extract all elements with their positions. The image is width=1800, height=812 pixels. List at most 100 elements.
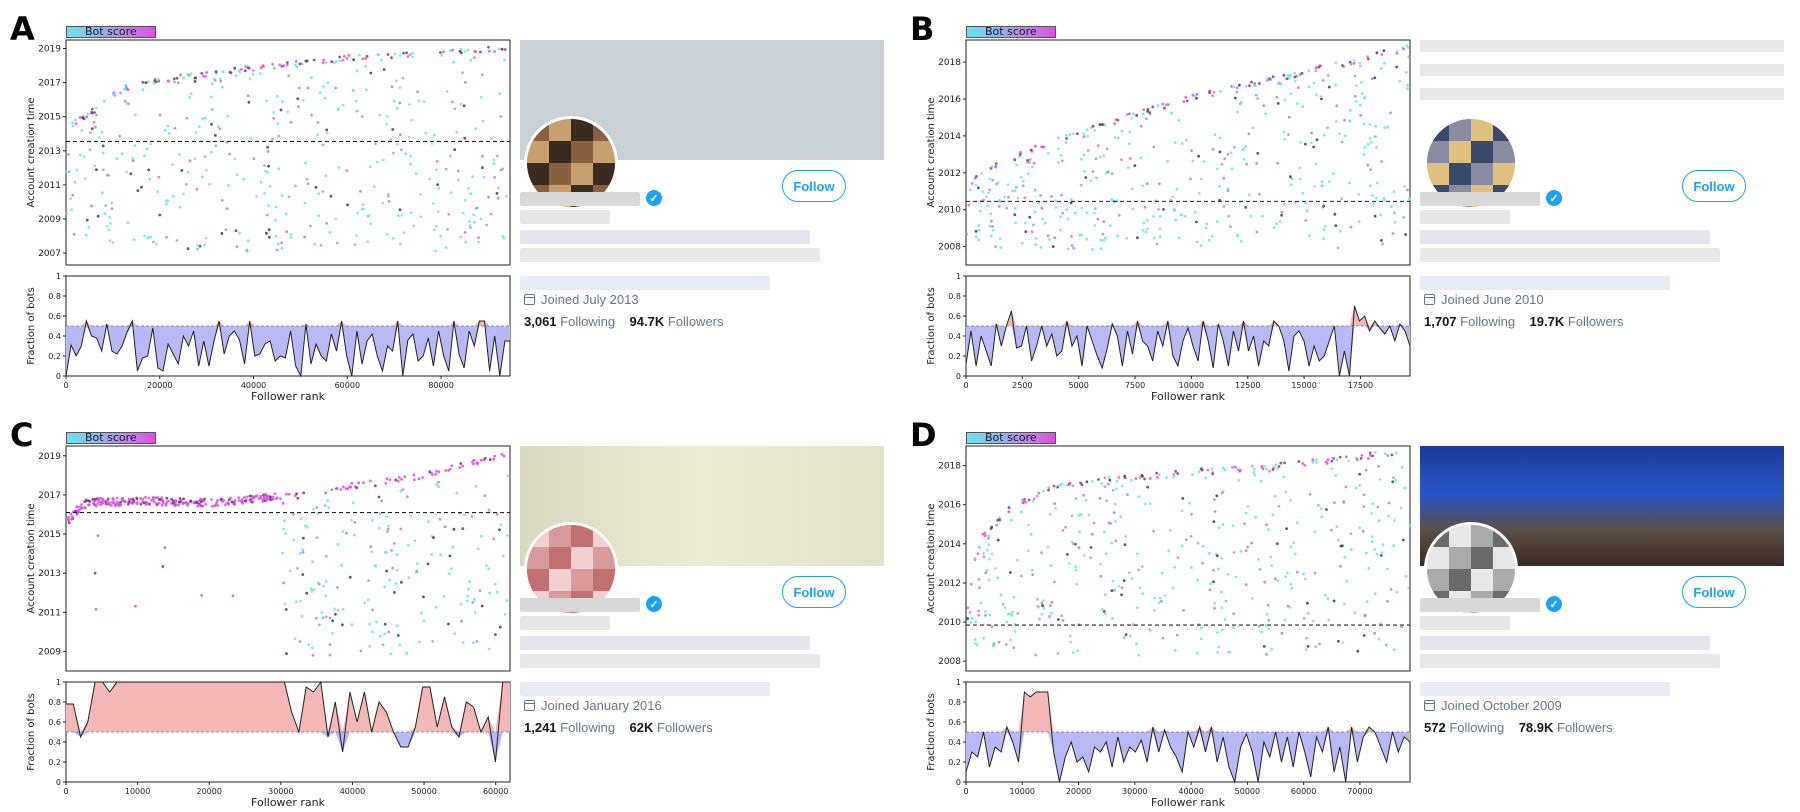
scatter-point	[1400, 625, 1403, 629]
scatter-point	[92, 502, 95, 505]
scatter-point	[325, 131, 329, 135]
scatter-point	[1039, 246, 1043, 249]
followers-label[interactable]: Followers	[1557, 720, 1613, 735]
scatter-point	[444, 469, 447, 472]
following-count[interactable]: 3,061	[524, 314, 557, 329]
scatter-point	[114, 503, 118, 507]
scatter-point	[1128, 157, 1132, 160]
followers-count[interactable]: 94.7K	[629, 314, 665, 329]
followers-label[interactable]: Followers	[667, 314, 724, 329]
scatter-point	[469, 58, 473, 62]
scatter-point	[1273, 494, 1277, 498]
scatter-point	[1359, 457, 1363, 460]
following-label[interactable]: Following	[1449, 720, 1505, 735]
scatter-point	[273, 66, 276, 70]
following-count[interactable]: 572	[1424, 720, 1446, 735]
scatter-point	[989, 527, 993, 530]
scatter-point	[1258, 192, 1261, 196]
scatter-point	[156, 496, 160, 499]
scatter-point	[306, 86, 310, 90]
scatter-point	[987, 534, 991, 538]
scatter-point	[500, 47, 504, 51]
scatter-point	[259, 494, 263, 498]
follow-button[interactable]: Follow	[782, 170, 846, 202]
follow-button[interactable]: Follow	[1682, 576, 1746, 608]
scatter-point	[316, 121, 320, 124]
scatter-point	[178, 205, 182, 209]
scatter-point	[1054, 206, 1058, 209]
scatter-point	[310, 113, 313, 117]
y-tick-label: 0.4	[948, 738, 961, 747]
blurred-text	[520, 682, 770, 696]
scatter-point	[1121, 484, 1124, 488]
followers-label[interactable]: Followers	[657, 720, 713, 735]
scatter-point	[390, 549, 393, 552]
scatter-point	[231, 594, 235, 598]
scatter-point	[103, 212, 107, 216]
scatter-point	[382, 68, 386, 71]
following-count[interactable]: 1,241	[524, 720, 557, 735]
followers-label[interactable]: Followers	[1567, 314, 1624, 329]
scatter-point	[1111, 579, 1115, 583]
x-tick-label: 60000	[1291, 787, 1316, 796]
scatter-point	[276, 122, 280, 125]
joined-text: Joined July 2013	[541, 292, 639, 307]
scatter-point	[1093, 207, 1097, 210]
scatter-point	[1274, 463, 1278, 467]
scatter-point	[378, 113, 381, 117]
scatter-point	[346, 203, 349, 207]
x-tick-label: 30000	[268, 787, 293, 796]
scatter-point	[997, 640, 1001, 644]
scatter-point	[323, 96, 327, 100]
scatter-point	[201, 175, 204, 179]
scatter-point	[401, 488, 405, 491]
scatter-point	[108, 222, 112, 225]
scatter-point	[1104, 236, 1107, 240]
following-count[interactable]: 1,707	[1424, 314, 1457, 329]
scatter-point	[94, 125, 97, 129]
scatter-point	[1111, 488, 1115, 492]
follow-button[interactable]: Follow	[782, 576, 846, 608]
scatter-point	[322, 85, 325, 88]
scatter-point	[371, 608, 374, 612]
scatter-point	[1344, 485, 1348, 489]
followers-count[interactable]: 19.7K	[1529, 314, 1565, 329]
scatter-point	[1168, 528, 1172, 532]
scatter-point	[328, 616, 332, 620]
scatter-point	[406, 544, 410, 547]
scatter-point	[1146, 227, 1150, 231]
following-label[interactable]: Following	[1460, 314, 1516, 329]
scatter-point	[1099, 247, 1103, 251]
scatter-point	[142, 501, 146, 505]
followers-count[interactable]: 62K	[629, 720, 654, 735]
scatter-point	[1110, 172, 1114, 176]
scatter-point	[237, 499, 241, 502]
scatter-point	[1199, 637, 1203, 641]
scatter-point	[189, 499, 192, 503]
scatter-point	[1031, 165, 1034, 169]
scatter-point	[393, 52, 397, 56]
scatter-point	[244, 65, 248, 69]
following-label[interactable]: Following	[560, 314, 616, 329]
follow-button[interactable]: Follow	[1682, 170, 1746, 202]
following-label[interactable]: Following	[560, 720, 616, 735]
scatter-point	[1110, 589, 1114, 592]
scatter-point	[377, 495, 381, 499]
scatter-point	[1310, 131, 1313, 135]
scatter-point	[1080, 206, 1084, 210]
scatter-point	[300, 614, 304, 618]
below-threshold-fill	[66, 732, 510, 762]
scatter-point	[1349, 225, 1353, 229]
followers-count[interactable]: 78.9K	[1518, 720, 1554, 735]
scatter-point	[984, 571, 988, 575]
scatter-point	[1152, 215, 1156, 218]
scatter-point	[394, 582, 398, 585]
scatter-point	[1158, 182, 1161, 186]
scatter-point	[1380, 239, 1383, 242]
scatter-point	[1358, 472, 1362, 476]
scatter-point	[1082, 554, 1086, 557]
scatter-point	[210, 108, 214, 111]
scatter-point	[1139, 124, 1143, 128]
scatter-point	[1306, 611, 1310, 615]
scatter-point	[447, 212, 451, 216]
